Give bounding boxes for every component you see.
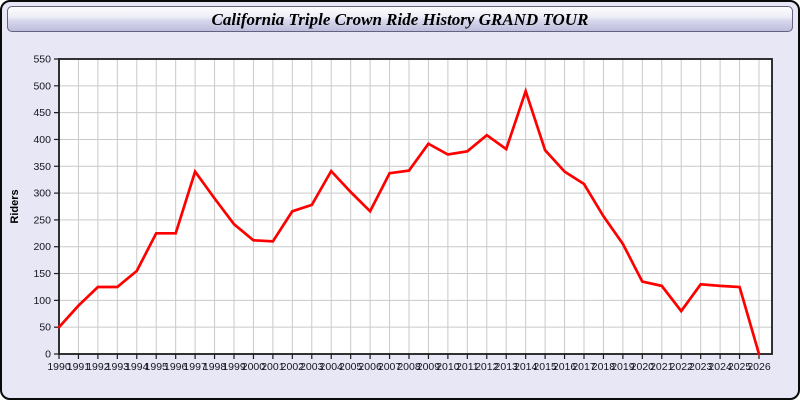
x-tick-label: 2003 — [300, 361, 324, 373]
x-tick-label: 2019 — [611, 361, 635, 373]
x-tick-label: 2001 — [261, 361, 285, 373]
plot-frame — [58, 58, 773, 355]
x-tick-label: 2020 — [631, 361, 655, 373]
y-tick-label: 450 — [33, 107, 51, 119]
y-tick-label: 200 — [33, 241, 51, 253]
x-tick-label: 1995 — [145, 361, 169, 373]
x-tick-label: 2007 — [378, 361, 402, 373]
x-tick-label: 2008 — [397, 361, 421, 373]
y-tick-label: 100 — [33, 295, 51, 307]
x-tick-label: 1999 — [222, 361, 246, 373]
x-tick-label: 2006 — [358, 361, 382, 373]
x-tick-label: 2017 — [572, 361, 596, 373]
x-tick-label: 1991 — [67, 361, 91, 373]
x-tick-label: 2012 — [475, 361, 499, 373]
x-tick-label: 2016 — [553, 361, 577, 373]
y-axis-title: Riders — [9, 189, 21, 223]
x-tick-label: 2013 — [495, 361, 519, 373]
x-tick-label: 2002 — [281, 361, 305, 373]
x-tick-label: 2025 — [728, 361, 752, 373]
x-tick-label: 2023 — [689, 361, 713, 373]
x-tick-label: 2011 — [456, 361, 479, 373]
x-tick-label: 2010 — [436, 361, 460, 373]
riders-line-series — [57, 86, 761, 356]
x-tick-label: 2009 — [417, 361, 441, 373]
x-tick-label: 2005 — [339, 361, 363, 373]
x-tick-label: 2021 — [650, 361, 674, 373]
plot-area — [59, 59, 772, 354]
y-tick-label: 150 — [33, 268, 51, 280]
x-tick-label: 1994 — [125, 361, 149, 373]
x-tick-label: 1990 — [47, 361, 71, 373]
x-tick-label: 2000 — [242, 361, 266, 373]
y-tick-label: 300 — [33, 188, 51, 200]
chart-title: California Triple Crown Ride History GRA… — [211, 9, 589, 29]
x-tick-label: 2022 — [670, 361, 694, 373]
y-tick-label: 350 — [33, 161, 51, 173]
x-tick-label: 2015 — [533, 361, 557, 373]
x-tick-label: 2026 — [747, 361, 771, 373]
x-tick-label: 1996 — [164, 361, 188, 373]
x-tick-label: 2018 — [592, 361, 616, 373]
x-tick-label: 2004 — [320, 361, 344, 373]
x-tick-label: 1992 — [86, 361, 110, 373]
x-tick-label: 2024 — [708, 361, 732, 373]
x-tick-label: 2014 — [514, 361, 538, 373]
y-tick-label: 500 — [33, 80, 51, 92]
y-tick-label: 250 — [33, 214, 51, 226]
y-tick-label: 0 — [45, 349, 51, 361]
x-tick-label: 1997 — [183, 361, 207, 373]
title-bar: California Triple Crown Ride History GRA… — [7, 6, 793, 32]
x-tick-label: 1998 — [203, 361, 227, 373]
y-tick-label: 550 — [33, 54, 51, 66]
y-tick-label: 50 — [39, 322, 51, 334]
x-tick-label: 1993 — [106, 361, 130, 373]
y-tick-label: 400 — [33, 134, 51, 146]
